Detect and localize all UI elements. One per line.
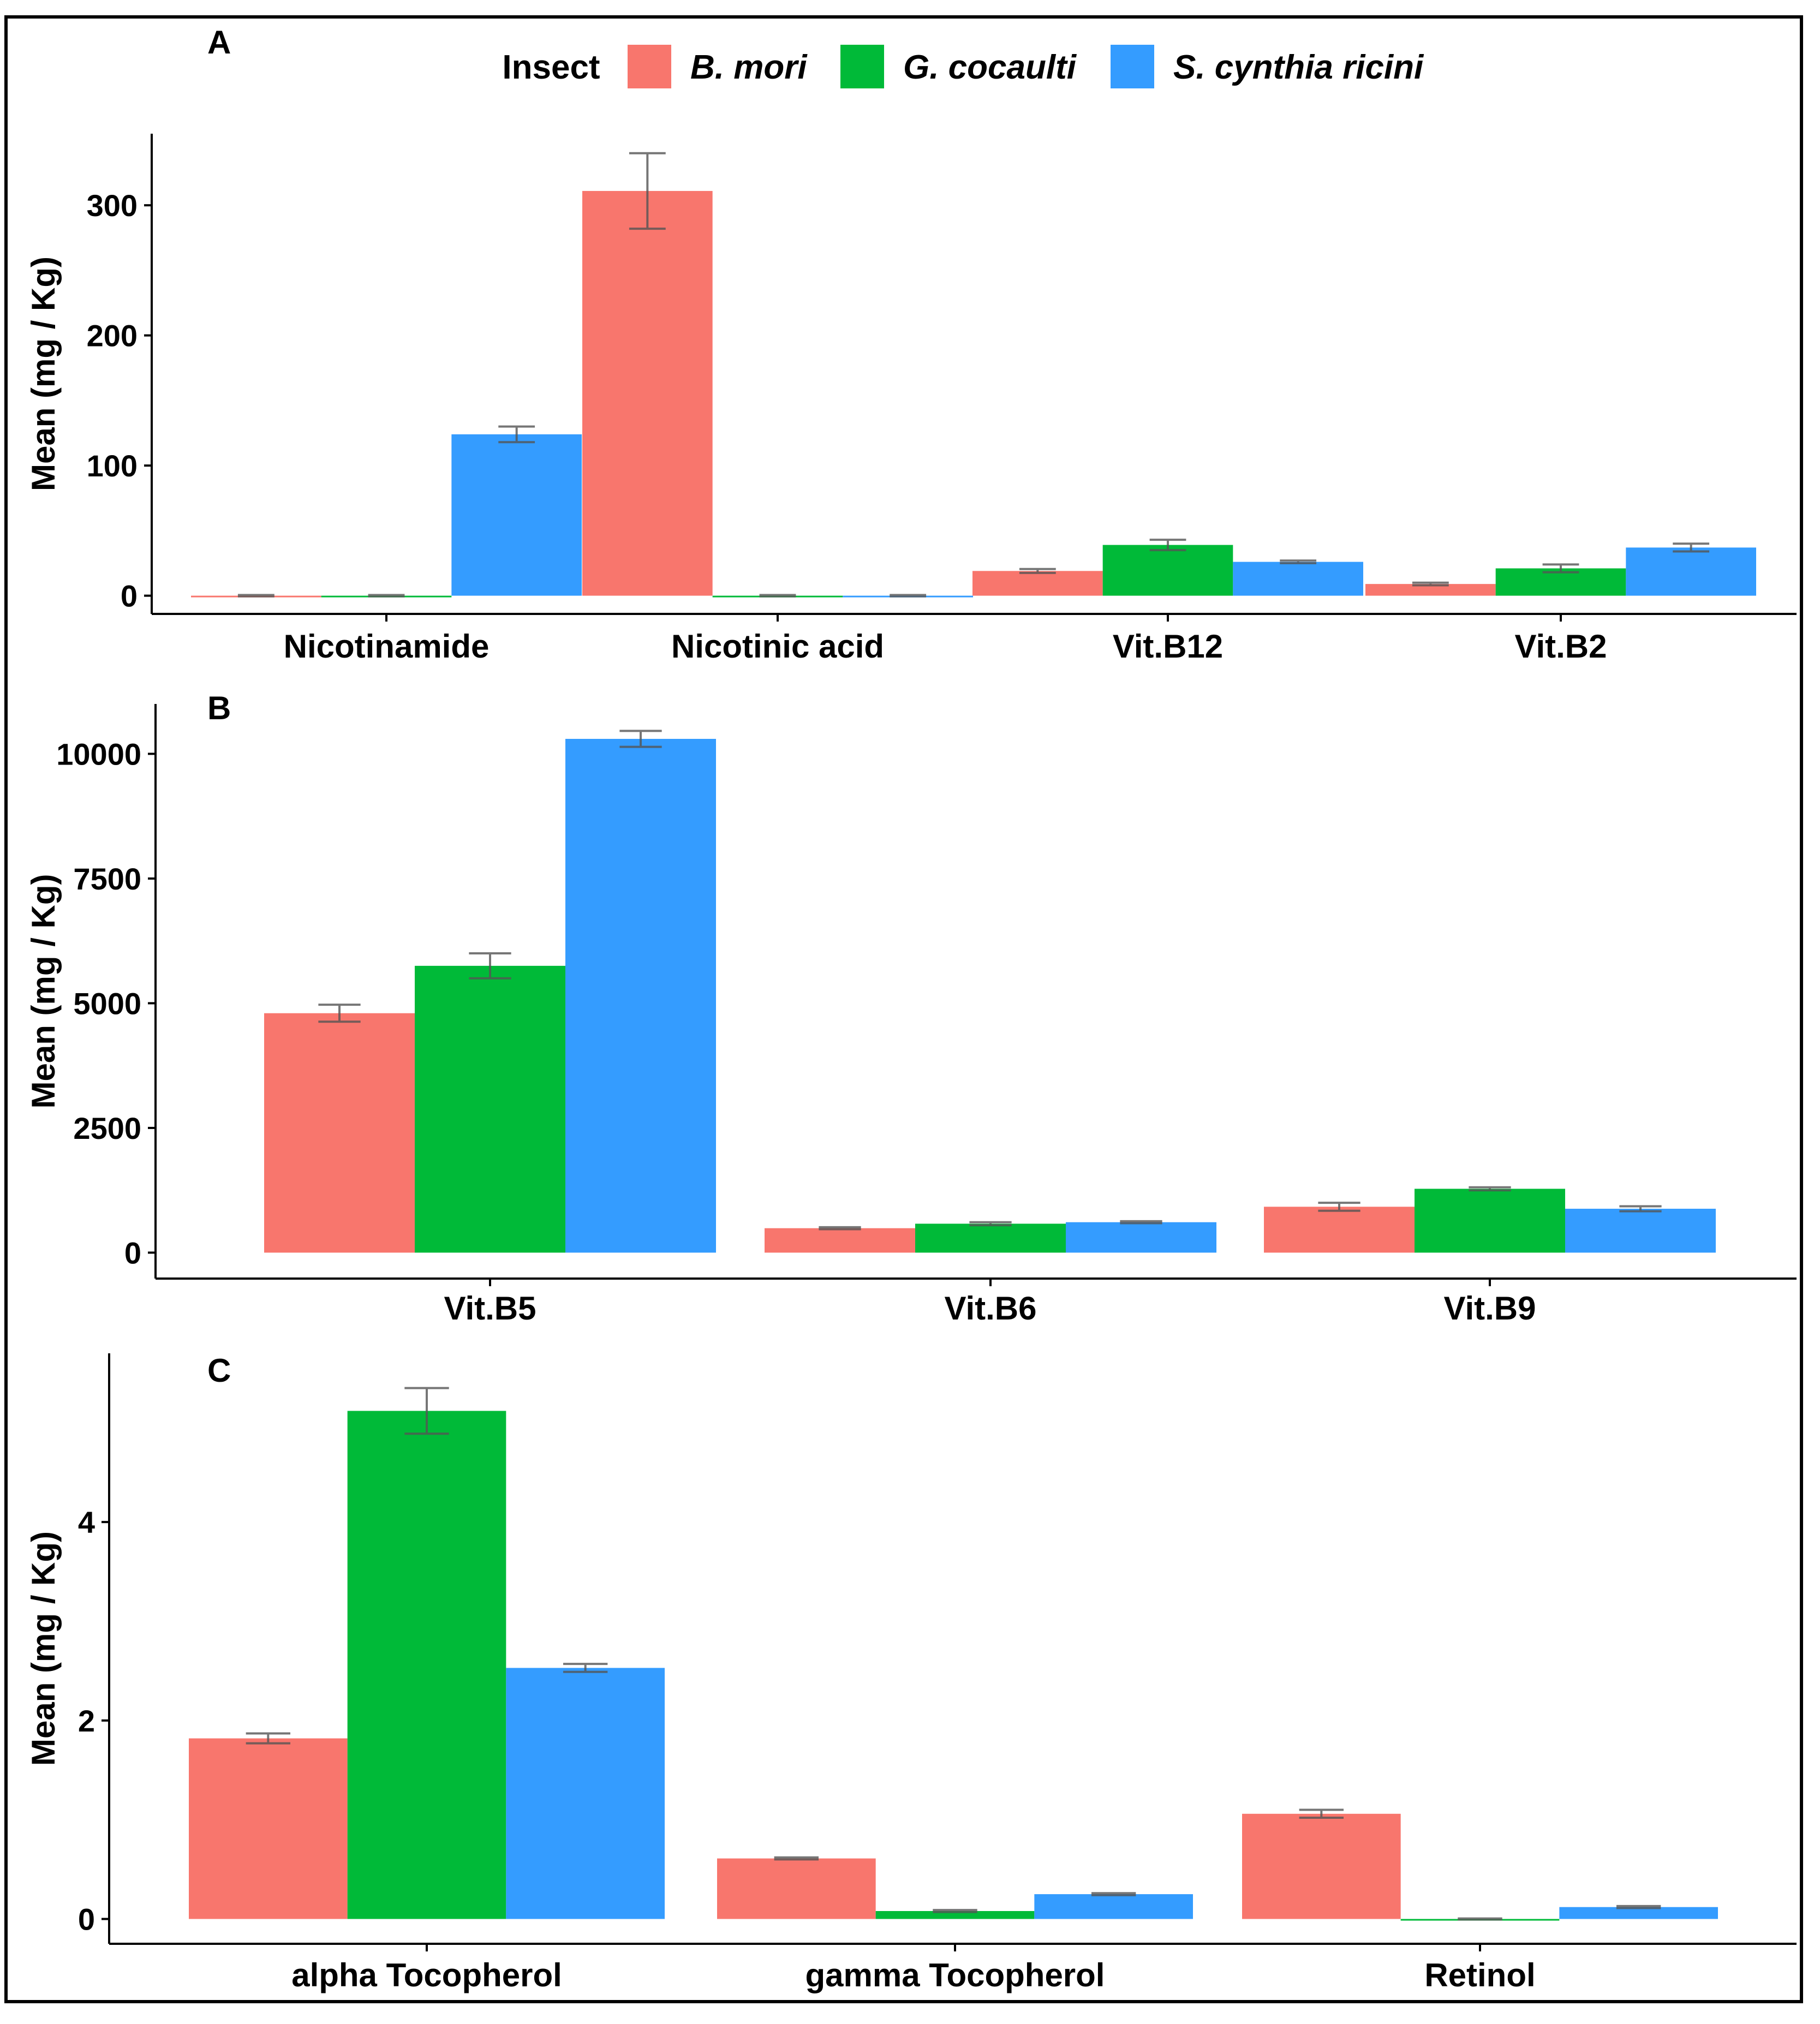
bar-gamma-tocopherol-g-cocaulti bbox=[875, 1910, 1035, 1919]
error-bar-vit-b2-b-mori bbox=[1412, 581, 1449, 587]
bar-nicotinamide-s-cynthia-ricini bbox=[451, 434, 582, 596]
legend: Insect B. mori G. cocaulti S. cynthia ri… bbox=[502, 45, 1424, 88]
bar-vit-b12-s-cynthia-ricini bbox=[1233, 562, 1363, 596]
error-bar-vit-b12-b-mori bbox=[1019, 568, 1056, 574]
x-tick-label-nicotinamide: Nicotinamide bbox=[284, 628, 490, 665]
x-tick-label-nicotinic-acid: Nicotinic acid bbox=[671, 628, 884, 665]
legend-label-s-cynthia-ricini: S. cynthia ricini bbox=[1173, 49, 1424, 86]
error-bar-vit-b5-g-cocaulti bbox=[469, 952, 511, 980]
y-tick-label: 0 bbox=[121, 579, 138, 613]
error-bar-nicotinamide-s-cynthia-ricini bbox=[498, 425, 535, 444]
bar-vit-b9-b-mori bbox=[1264, 1207, 1415, 1253]
error-bar-vit-b9-b-mori bbox=[1318, 1202, 1360, 1212]
y-axis-title: Mean (mg / Kg) bbox=[25, 874, 62, 1109]
bar-vit-b12-b-mori bbox=[972, 571, 1103, 596]
x-tick-label-alpha-tocopherol: alpha Tocopherol bbox=[291, 1957, 562, 1993]
x-tick-label-gamma-tocopherol: gamma Tocopherol bbox=[805, 1957, 1105, 1993]
y-tick-label: 5000 bbox=[73, 986, 141, 1020]
legend-swatch-b-mori bbox=[628, 45, 671, 88]
y-tick-label: 0 bbox=[78, 1902, 95, 1937]
error-bar-vit-b2-s-cynthia-ricini bbox=[1673, 542, 1710, 553]
x-tick-label-vit-b9: Vit.B9 bbox=[1444, 1290, 1536, 1327]
error-bar-vit-b9-s-cynthia-ricini bbox=[1619, 1205, 1662, 1213]
error-bar-nicotinamide-b-mori bbox=[237, 594, 275, 598]
bar-alpha-tocopherol-b-mori bbox=[189, 1738, 348, 1919]
y-tick-label: 200 bbox=[87, 319, 138, 353]
y-tick-label: 300 bbox=[87, 188, 138, 223]
bar-gamma-tocopherol-s-cynthia-ricini bbox=[1034, 1894, 1193, 1919]
error-bar-vit-b6-s-cynthia-ricini bbox=[1120, 1220, 1162, 1225]
error-bar-vit-b5-b-mori bbox=[318, 1004, 361, 1023]
error-bar-retinol-g-cocaulti bbox=[1458, 1917, 1502, 1921]
y-tick-label: 7500 bbox=[73, 862, 141, 896]
error-bar-nicotinamide-g-cocaulti bbox=[368, 594, 405, 598]
error-bar-alpha-tocopherol-g-cocaulti bbox=[404, 1387, 449, 1435]
bar-vit-b6-g-cocaulti bbox=[915, 1223, 1066, 1253]
bar-vit-b9-s-cynthia-ricini bbox=[1565, 1209, 1716, 1253]
bar-vit-b9-g-cocaulti bbox=[1415, 1189, 1565, 1253]
error-bar-gamma-tocopherol-s-cynthia-ricini bbox=[1091, 1892, 1136, 1896]
bar-vit-b12-g-cocaulti bbox=[1102, 545, 1233, 596]
bar-vit-b5-b-mori bbox=[264, 1013, 415, 1253]
panel-label: B bbox=[207, 690, 231, 726]
bar-retinol-s-cynthia-ricini bbox=[1559, 1907, 1718, 1919]
x-tick-label-vit-b5: Vit.B5 bbox=[444, 1290, 536, 1327]
bar-vit-b5-g-cocaulti bbox=[415, 965, 565, 1253]
bar-vit-b6-b-mori bbox=[765, 1228, 915, 1253]
bar-alpha-tocopherol-s-cynthia-ricini bbox=[506, 1668, 665, 1919]
error-bar-vit-b12-s-cynthia-ricini bbox=[1280, 559, 1317, 564]
error-bar-retinol-s-cynthia-ricini bbox=[1616, 1904, 1661, 1909]
legend-swatch-g-cocaulti bbox=[840, 45, 884, 88]
error-bar-gamma-tocopherol-b-mori bbox=[774, 1856, 819, 1861]
legend-label-b-mori: B. mori bbox=[690, 49, 808, 86]
panel-b: B Mean (mg / Kg) Vit.B5 Vit.B6 Vit.B9 0 2500 50… bbox=[25, 690, 1797, 1327]
error-bar-gamma-tocopherol-g-cocaulti bbox=[933, 1909, 977, 1913]
bar-nicotinic-acid-b-mori bbox=[582, 190, 713, 596]
x-tick-label-vit-b6: Vit.B6 bbox=[945, 1290, 1037, 1327]
error-bar-alpha-tocopherol-s-cynthia-ricini bbox=[563, 1663, 608, 1673]
y-tick-label: 10000 bbox=[56, 737, 141, 771]
bar-retinol-b-mori bbox=[1242, 1813, 1401, 1919]
legend-title: Insect bbox=[502, 49, 600, 86]
panel-c: C Mean (mg / Kg) alpha Tocopherol gamma Toc… bbox=[25, 1352, 1797, 1993]
figure-frame bbox=[4, 15, 1803, 2003]
error-bar-nicotinic-acid-s-cynthia-ricini bbox=[890, 594, 927, 598]
bar-vit-b2-b-mori bbox=[1365, 584, 1496, 596]
error-bar-vit-b2-g-cocaulti bbox=[1542, 563, 1579, 574]
error-bar-vit-b6-b-mori bbox=[819, 1226, 861, 1231]
legend-label-g-cocaulti: G. cocaulti bbox=[903, 49, 1077, 86]
panel-label: C bbox=[207, 1352, 231, 1389]
error-bar-alpha-tocopherol-b-mori bbox=[246, 1732, 291, 1745]
error-bar-nicotinic-acid-b-mori bbox=[629, 152, 666, 230]
x-tick-label-vit-b12: Vit.B12 bbox=[1113, 628, 1223, 665]
bar-vit-b5-s-cynthia-ricini bbox=[565, 738, 716, 1253]
bar-gamma-tocopherol-b-mori bbox=[717, 1858, 876, 1919]
y-tick-label: 2 bbox=[78, 1704, 95, 1738]
error-bar-vit-b9-g-cocaulti bbox=[1469, 1186, 1511, 1192]
y-axis-title: Mean (mg / Kg) bbox=[25, 1531, 62, 1766]
bar-vit-b2-s-cynthia-ricini bbox=[1626, 547, 1756, 596]
legend-swatch-s-cynthia-ricini bbox=[1111, 45, 1154, 88]
error-bar-vit-b5-s-cynthia-ricini bbox=[619, 730, 662, 748]
y-tick-label: 100 bbox=[87, 449, 138, 483]
error-bar-vit-b6-g-cocaulti bbox=[969, 1221, 1012, 1227]
error-bar-retinol-b-mori bbox=[1299, 1808, 1344, 1819]
y-tick-label: 4 bbox=[78, 1505, 95, 1539]
x-tick-label-retinol: Retinol bbox=[1424, 1957, 1535, 1993]
panel-label: A bbox=[207, 24, 231, 61]
bar-alpha-tocopherol-g-cocaulti bbox=[347, 1411, 506, 1919]
bar-vit-b6-s-cynthia-ricini bbox=[1066, 1222, 1216, 1253]
panel-a: A Mean (mg / Kg) Nicotinamide Nicotinic aci… bbox=[25, 24, 1797, 665]
y-axis-title: Mean (mg / Kg) bbox=[25, 256, 62, 491]
y-tick-label: 0 bbox=[124, 1235, 141, 1270]
x-tick-label-vit-b2: Vit.B2 bbox=[1515, 628, 1607, 665]
y-tick-label: 2500 bbox=[73, 1111, 141, 1145]
error-bar-nicotinic-acid-g-cocaulti bbox=[759, 594, 796, 598]
error-bar-vit-b12-g-cocaulti bbox=[1149, 539, 1186, 552]
